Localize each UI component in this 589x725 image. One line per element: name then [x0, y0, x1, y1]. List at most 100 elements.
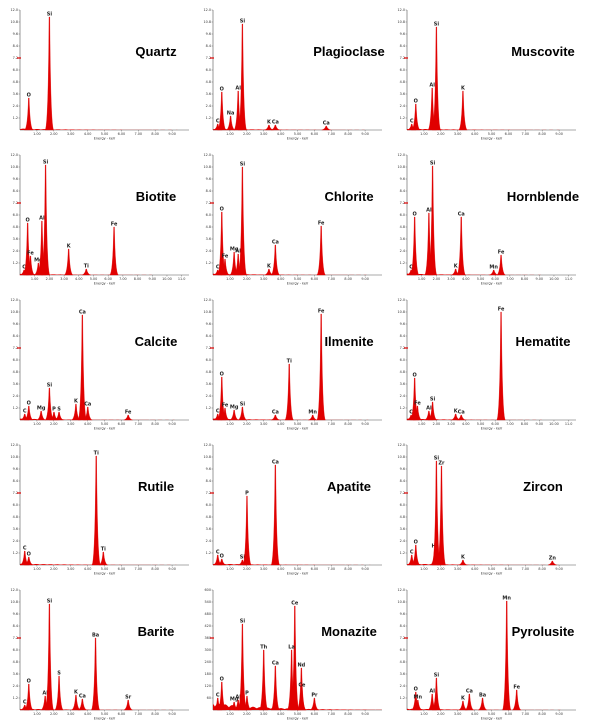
peak-fe: [220, 258, 230, 276]
x-axis-title: Energy - keV: [287, 282, 309, 286]
x-tick-label: 5.00: [101, 132, 109, 136]
peak-label: K: [267, 119, 272, 125]
y-tick-label: 6.0: [400, 503, 405, 507]
x-tick-label: 9.00: [148, 277, 156, 281]
peak-label: Zr: [438, 460, 445, 466]
mineral-name: Plagioclase: [313, 44, 385, 59]
peak-c: [213, 697, 223, 711]
x-tick-label: 2.00: [243, 567, 251, 571]
x-tick-label: 2.00: [50, 132, 58, 136]
peak-si: [44, 387, 54, 421]
peak-label: K: [454, 408, 459, 414]
peak-label: K: [461, 554, 466, 560]
y-tick-label: 1.2: [13, 551, 18, 555]
x-tick-label: 2.00: [50, 422, 58, 426]
peak-label: Ca: [458, 409, 465, 415]
x-tick-label: 9.00: [168, 132, 176, 136]
y-tick-label: 12.0: [10, 588, 18, 592]
y-tick-label: 1.2: [206, 116, 211, 120]
y-tick-label: 6.0: [400, 213, 405, 217]
x-axis-title: Energy - keV: [94, 427, 116, 431]
y-tick-label: 8.4: [206, 44, 211, 48]
peak-fe: [220, 407, 230, 421]
y-tick-label: 3.6: [400, 672, 405, 676]
y-tick-label: 3.6: [13, 672, 18, 676]
x-tick-label: 2.00: [243, 712, 251, 716]
peak-si: [431, 677, 441, 711]
peak-label: Ca: [79, 693, 86, 699]
peak-si: [428, 165, 438, 276]
x-tick-label: 7.00: [328, 277, 336, 281]
peak-label: C: [23, 699, 27, 705]
peak-na: [226, 115, 236, 131]
x-tick-label: 11.0: [178, 277, 186, 281]
peak-label: Pr: [311, 692, 318, 698]
peak-k: [71, 694, 81, 711]
spectrum-background: [213, 273, 382, 275]
x-tick-label: 3.00: [454, 567, 462, 571]
peak-label: Fe: [498, 306, 505, 312]
x-tick-label: 5.00: [488, 132, 496, 136]
peak-label: Mn: [502, 595, 511, 601]
x-tick-label: 6.00: [118, 132, 126, 136]
y-tick-label: 12.0: [203, 153, 211, 157]
peak-label: C: [23, 545, 27, 551]
x-tick-label: 8.00: [344, 422, 352, 426]
x-tick-label: 8.00: [538, 712, 546, 716]
peak-label: Ti: [94, 450, 99, 456]
x-tick-label: 4.00: [277, 277, 285, 281]
peak-label: Si: [240, 161, 246, 167]
y-tick-label: 8.4: [13, 189, 18, 193]
peak-label: K: [67, 243, 72, 249]
x-tick-label: 8.00: [134, 277, 142, 281]
peak-o: [24, 556, 34, 566]
x-tick-label: 7.00: [328, 567, 336, 571]
peak-label: Mn: [308, 409, 317, 415]
peak-label: P: [52, 406, 56, 412]
spectrum-background: [213, 418, 382, 420]
y-tick-label: 4.8: [206, 225, 211, 229]
peak-label: Fe: [222, 253, 229, 259]
peak-label: Si: [240, 554, 246, 560]
peak-label: Mg: [34, 257, 43, 263]
peak-ca: [83, 406, 93, 421]
peak-ca: [270, 665, 280, 711]
peak-ti: [91, 455, 101, 566]
x-tick-label: 3.00: [260, 712, 268, 716]
peak-label: O: [220, 86, 224, 92]
x-tick-label: 5.00: [488, 712, 496, 716]
peak-label: Ti: [287, 358, 292, 364]
spectrum-panel-pyrolusite: 12.0 10.8 9.6 8.4 7.2 6.0 4.8 3.6 2.4 1.2 1.00 2.00…: [397, 588, 576, 721]
y-tick-label: 9.6: [400, 612, 405, 616]
spectrum-background: [407, 128, 576, 130]
y-tick-label: 3.6: [13, 237, 18, 241]
x-tick-label: 8.00: [344, 712, 352, 716]
peak-label: K: [461, 695, 466, 701]
x-tick-label: 4.00: [84, 422, 92, 426]
x-tick-label: 3.00: [67, 567, 75, 571]
peak-label: Mn: [489, 264, 498, 270]
x-tick-label: 1.00: [226, 422, 234, 426]
y-tick-label: 2.4: [400, 394, 405, 398]
x-tick-label: 7.00: [328, 132, 336, 136]
x-axis-title: Energy - keV: [481, 282, 503, 286]
mineral-name: Biotite: [136, 189, 176, 204]
peak-label: O: [27, 551, 31, 557]
peak-pr: [309, 697, 319, 711]
y-tick-label: 240: [205, 660, 211, 664]
spectrum-panel-hornblende: 12.0 10.8 9.6 8.4 7.2 6.0 4.8 3.6 2.4 1.2 1.00 2.00…: [397, 153, 579, 286]
y-tick-label: 8.4: [400, 189, 405, 193]
peak-ca: [77, 314, 87, 421]
y-tick-label: 9.6: [206, 177, 211, 181]
peak-label: Ca: [272, 119, 279, 125]
peak-label: Ce: [298, 682, 306, 688]
y-tick-label: 12.0: [10, 443, 18, 447]
x-tick-label: 2.00: [46, 277, 54, 281]
peak-label: Mn: [414, 694, 423, 700]
peak-ca: [270, 414, 280, 421]
x-tick-label: 2.00: [243, 277, 251, 281]
x-tick-label: 9.00: [168, 712, 176, 716]
y-tick-label: 10.8: [397, 455, 405, 459]
x-tick-label: 7.00: [328, 422, 336, 426]
